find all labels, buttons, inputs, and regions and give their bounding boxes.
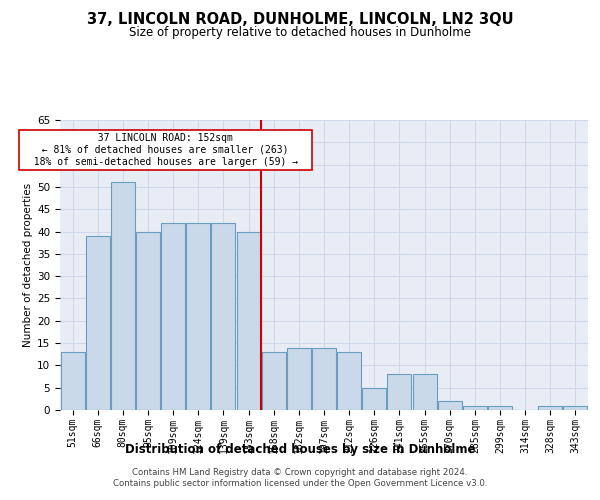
Bar — [538, 406, 562, 410]
Bar — [488, 406, 512, 410]
Y-axis label: Number of detached properties: Number of detached properties — [23, 183, 33, 347]
Text: 37, LINCOLN ROAD, DUNHOLME, LINCOLN, LN2 3QU: 37, LINCOLN ROAD, DUNHOLME, LINCOLN, LN2… — [86, 12, 514, 28]
Text: 37 LINCOLN ROAD: 152sqm  
  ← 81% of detached houses are smaller (263)  
  18% o: 37 LINCOLN ROAD: 152sqm ← 81% of detache… — [22, 134, 310, 166]
Text: Size of property relative to detached houses in Dunholme: Size of property relative to detached ho… — [129, 26, 471, 39]
Bar — [86, 236, 110, 410]
Bar — [187, 222, 210, 410]
Bar — [388, 374, 412, 410]
Bar — [463, 406, 487, 410]
Bar — [111, 182, 135, 410]
Bar — [362, 388, 386, 410]
Bar — [312, 348, 336, 410]
Bar — [413, 374, 437, 410]
Bar — [236, 232, 260, 410]
Text: Contains HM Land Registry data © Crown copyright and database right 2024.
Contai: Contains HM Land Registry data © Crown c… — [113, 468, 487, 487]
Bar — [136, 232, 160, 410]
Bar — [161, 222, 185, 410]
Bar — [262, 352, 286, 410]
Bar — [563, 406, 587, 410]
Bar — [287, 348, 311, 410]
Bar — [438, 401, 461, 410]
Bar — [211, 222, 235, 410]
Bar — [61, 352, 85, 410]
Bar — [337, 352, 361, 410]
Text: Distribution of detached houses by size in Dunholme: Distribution of detached houses by size … — [125, 442, 475, 456]
